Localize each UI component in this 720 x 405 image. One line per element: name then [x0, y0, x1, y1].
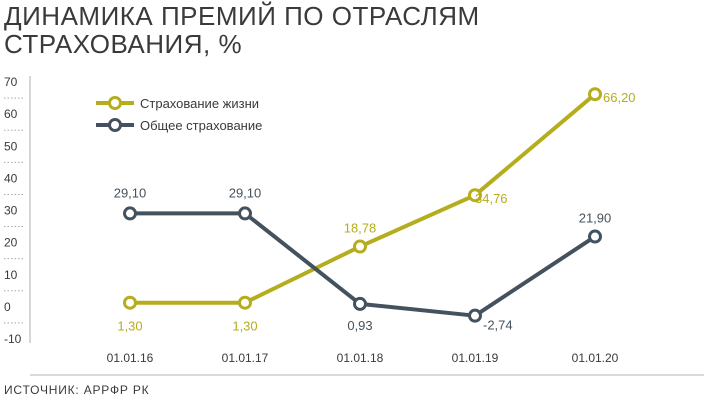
data-point: [123, 206, 137, 221]
data-label: -2,74: [483, 318, 513, 333]
legend-marker: [108, 96, 122, 110]
data-label: 0,93: [347, 318, 372, 333]
legend: Страхование жизни Общее страхование: [96, 96, 262, 133]
data-point: [468, 308, 482, 323]
series-life: 1,30 1,30 18,78 34,76 66,20: [117, 87, 636, 334]
x-tick-label: 01.01.20: [572, 351, 619, 365]
series-general: 29,10 29,10 0,93 -2,74 21,90: [114, 185, 612, 332]
data-label: 18,78: [344, 221, 377, 236]
data-point: [588, 87, 602, 102]
data-label: 66,20: [603, 90, 636, 105]
y-tick-label: 10: [4, 268, 18, 282]
x-axis: 01.01.16 01.01.17 01.01.18 01.01.19 01.01.20: [30, 351, 704, 376]
legend-label: Общее страхование: [140, 118, 262, 133]
y-axis: -10 0 10 20 30 40 50 60 70: [4, 75, 31, 346]
data-label: 1,30: [232, 319, 257, 334]
data-point: [238, 206, 252, 221]
chart-title: ДИНАМИКА ПРЕМИЙ ПО ОТРАСЛЯМ СТРАХОВАНИЯ,…: [4, 2, 704, 58]
x-tick-label: 01.01.19: [452, 351, 499, 365]
data-label: 34,76: [475, 191, 508, 206]
y-tick-label: 70: [4, 75, 18, 89]
legend-marker: [108, 118, 122, 132]
data-label: 29,10: [114, 185, 147, 200]
source-note: ИСТОЧНИК: АРРФР РК: [4, 383, 150, 397]
data-point: [123, 295, 137, 310]
x-tick-label: 01.01.16: [107, 351, 154, 365]
legend-label: Страхование жизни: [140, 96, 259, 111]
chart-title-line-1: ДИНАМИКА ПРЕМИЙ ПО ОТРАСЛЯМ: [4, 1, 480, 31]
x-tick-label: 01.01.18: [337, 351, 384, 365]
x-tick-label: 01.01.17: [222, 351, 269, 365]
data-point: [353, 296, 367, 311]
data-label: 29,10: [229, 185, 262, 200]
data-label: 1,30: [117, 319, 142, 334]
y-tick-label: 60: [4, 107, 18, 121]
chart-title-line-2: СТРАХОВАНИЯ, %: [4, 29, 243, 59]
series-layer: 1,30 1,30 18,78 34,76 66,20 29,10 29,10 0,93 -2,…: [114, 87, 636, 334]
y-tick-label: 0: [4, 300, 11, 314]
data-point: [353, 239, 367, 254]
data-point: [468, 188, 482, 203]
data-point: [238, 295, 252, 310]
y-tick-label: 40: [4, 171, 18, 185]
data-point: [588, 229, 602, 244]
y-tick-label: 50: [4, 139, 18, 153]
y-tick-label: 20: [4, 236, 18, 250]
y-tick-label: 30: [4, 204, 18, 218]
y-tick-label: -10: [4, 332, 22, 346]
data-label: 21,90: [579, 211, 612, 226]
